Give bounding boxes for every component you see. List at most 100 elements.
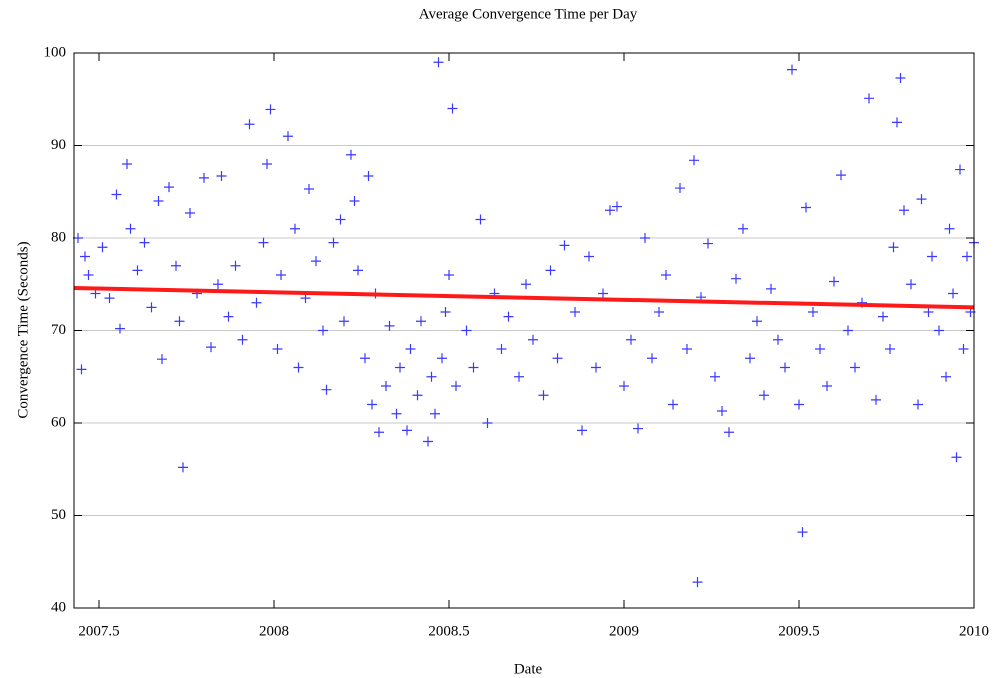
data-point (916, 194, 927, 205)
data-point (496, 344, 507, 354)
data-point (146, 302, 157, 313)
x-axis-label: Date (514, 661, 543, 677)
data-point (366, 399, 377, 410)
data-point (83, 270, 94, 280)
data-point (170, 260, 181, 271)
data-point (948, 288, 958, 299)
data-point (293, 362, 304, 373)
data-point (212, 279, 223, 290)
y-tick-label: 70 (51, 322, 66, 338)
data-point (877, 311, 888, 322)
x-tick-label: 2007.5 (78, 623, 119, 639)
data-point (328, 237, 339, 248)
data-point (604, 205, 615, 216)
data-point (265, 104, 276, 115)
data-point (772, 334, 783, 345)
data-point (177, 462, 188, 473)
data-point (237, 334, 248, 345)
x-tick-label: 2009 (609, 623, 639, 639)
data-point (303, 183, 314, 194)
data-point (849, 362, 860, 373)
data-point (125, 223, 136, 234)
data-point (583, 251, 594, 262)
data-point (230, 260, 241, 271)
data-point (114, 323, 125, 334)
data-point (660, 270, 671, 280)
data-point (779, 362, 790, 373)
data-point (468, 362, 479, 373)
data-point (433, 57, 444, 68)
data-point (223, 311, 234, 322)
data-point (730, 273, 741, 284)
data-point (380, 381, 391, 391)
x-tick-label: 2008 (259, 623, 289, 639)
data-point (121, 159, 132, 169)
data-point (814, 344, 825, 354)
data-point (905, 279, 916, 290)
data-point (412, 390, 423, 401)
data-point (426, 371, 437, 382)
data-point (646, 353, 657, 364)
data-point (475, 214, 486, 225)
data-point (674, 183, 685, 194)
data-point (482, 418, 493, 428)
data-point (310, 256, 321, 267)
data-point (440, 307, 451, 317)
y-tick-label: 40 (51, 599, 66, 615)
plot-area (72, 57, 979, 588)
data-point (737, 223, 748, 234)
data-point (681, 344, 692, 354)
data-point (153, 196, 164, 206)
x-tick-label: 2008.5 (428, 623, 469, 639)
data-point (870, 394, 881, 405)
data-point (709, 371, 720, 382)
y-tick-label: 90 (51, 137, 66, 153)
y-tick-label: 60 (51, 414, 66, 430)
data-point (198, 172, 209, 183)
data-point (569, 307, 580, 317)
data-point (842, 325, 853, 336)
data-point (79, 251, 90, 262)
data-point (951, 452, 962, 463)
data-point (667, 399, 678, 410)
data-point (898, 205, 909, 216)
y-tick-label: 80 (51, 229, 66, 245)
y-tick-label: 50 (51, 507, 66, 523)
data-point (139, 237, 150, 248)
y-tick-label: 100 (44, 44, 67, 60)
data-point (272, 344, 283, 354)
data-point (422, 436, 433, 447)
data-point (688, 155, 699, 166)
data-point (758, 390, 769, 401)
data-point (590, 362, 601, 373)
data-point (72, 233, 83, 243)
data-point (744, 353, 755, 364)
data-point (461, 325, 472, 336)
data-point (450, 381, 461, 391)
data-point (751, 316, 762, 327)
data-point (352, 265, 363, 276)
data-point (447, 103, 458, 114)
data-point (104, 293, 115, 304)
data-point (405, 344, 416, 354)
data-point (415, 316, 426, 327)
data-point (891, 117, 902, 128)
data-point (443, 270, 454, 280)
plot-frame (73, 52, 975, 609)
data-point (251, 297, 262, 308)
data-point (611, 201, 622, 212)
data-point (156, 354, 167, 365)
data-point (625, 334, 636, 345)
data-point (895, 72, 906, 83)
data-point (289, 223, 300, 234)
data-point (520, 279, 531, 290)
data-point (800, 202, 811, 213)
data-point (632, 423, 643, 434)
data-point (941, 371, 951, 382)
data-point (884, 344, 895, 354)
data-point (653, 307, 664, 317)
data-point (723, 427, 734, 438)
data-point (373, 427, 384, 438)
data-point (639, 233, 650, 243)
